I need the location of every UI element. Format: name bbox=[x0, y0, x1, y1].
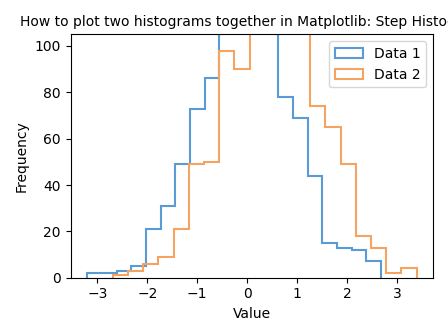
Legend: Data 1, Data 2: Data 1, Data 2 bbox=[329, 41, 426, 87]
X-axis label: Value: Value bbox=[233, 307, 271, 321]
Title: How to plot two histograms together in Matplotlib: Step Histogram: How to plot two histograms together in M… bbox=[20, 15, 448, 29]
Y-axis label: Frequency: Frequency bbox=[15, 120, 29, 192]
